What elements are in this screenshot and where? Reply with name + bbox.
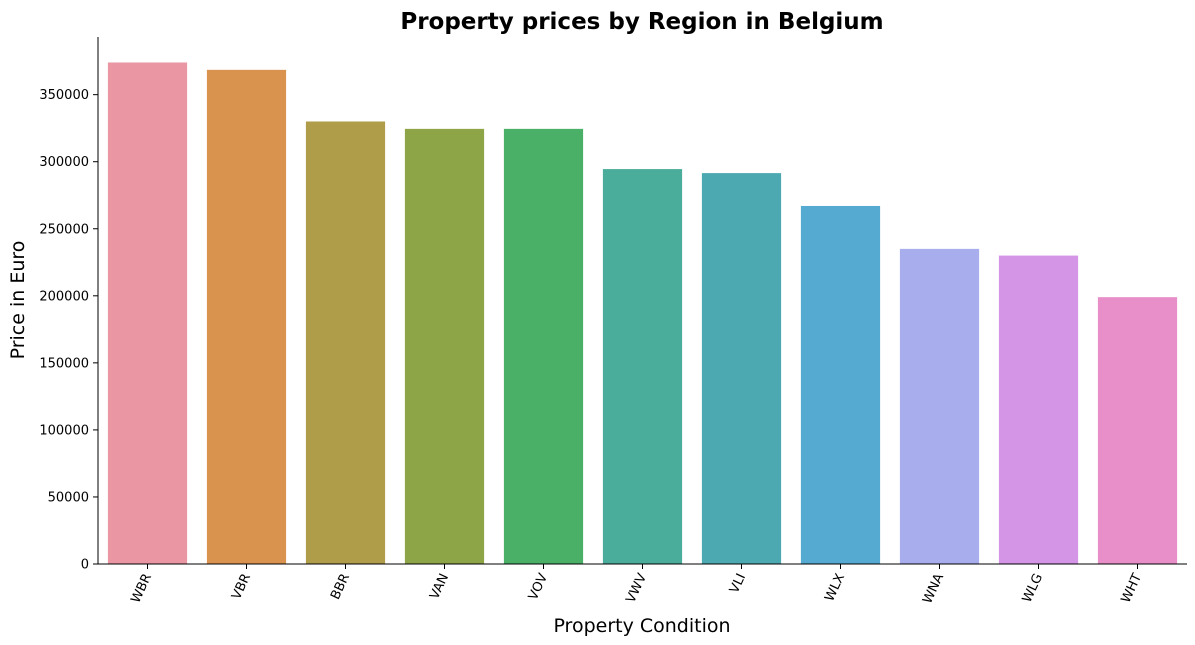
chart-title: Property prices by Region in Belgium bbox=[400, 9, 883, 35]
bar-vbr bbox=[206, 69, 287, 564]
bar-wlx bbox=[800, 205, 881, 564]
x-tick-label: BBR bbox=[328, 571, 353, 602]
bar-wbr bbox=[107, 62, 188, 564]
x-tick-label: WHT bbox=[1119, 571, 1146, 605]
y-tick-label: 100000 bbox=[39, 423, 89, 438]
y-axis-title: Price in Euro bbox=[7, 241, 29, 360]
y-tick-label: 150000 bbox=[39, 356, 89, 371]
bar-van bbox=[404, 128, 485, 565]
y-tick-label: 250000 bbox=[39, 222, 89, 237]
bar-wlg bbox=[998, 255, 1079, 564]
y-tick-label: 300000 bbox=[39, 155, 89, 170]
bar-bbr bbox=[305, 121, 386, 564]
x-tick-label: WBR bbox=[129, 571, 156, 605]
y-tick-label: 0 bbox=[81, 558, 89, 573]
bars-group bbox=[107, 62, 1178, 565]
x-tick-label: VWV bbox=[624, 571, 651, 605]
x-tick-label: VBR bbox=[229, 571, 254, 602]
y-axis-ticks: 0 50000 100000 150000 200000 250000 300000 3500… bbox=[39, 88, 98, 573]
bar-wht bbox=[1097, 297, 1178, 564]
y-tick-label: 50000 bbox=[48, 490, 89, 505]
bar-vli bbox=[701, 173, 782, 565]
x-tick-label: WLX bbox=[822, 571, 848, 604]
x-tick-label: WLG bbox=[1020, 571, 1046, 605]
bar-wna bbox=[899, 248, 980, 564]
y-tick-label: 200000 bbox=[39, 289, 89, 304]
x-tick-label: VLI bbox=[727, 571, 749, 595]
x-tick-label: VOV bbox=[526, 571, 551, 602]
x-tick-label: VAN bbox=[427, 571, 452, 602]
x-tick-label: WNA bbox=[920, 571, 947, 606]
bar-vov bbox=[503, 128, 584, 565]
bar-vwv bbox=[602, 169, 683, 564]
x-axis-ticks: WBR VBR BBR VAN VOV VWV VLI WLX WNA WLG WHT bbox=[129, 564, 1146, 606]
x-axis-title: Property Condition bbox=[553, 615, 730, 637]
y-tick-label: 350000 bbox=[39, 88, 89, 103]
